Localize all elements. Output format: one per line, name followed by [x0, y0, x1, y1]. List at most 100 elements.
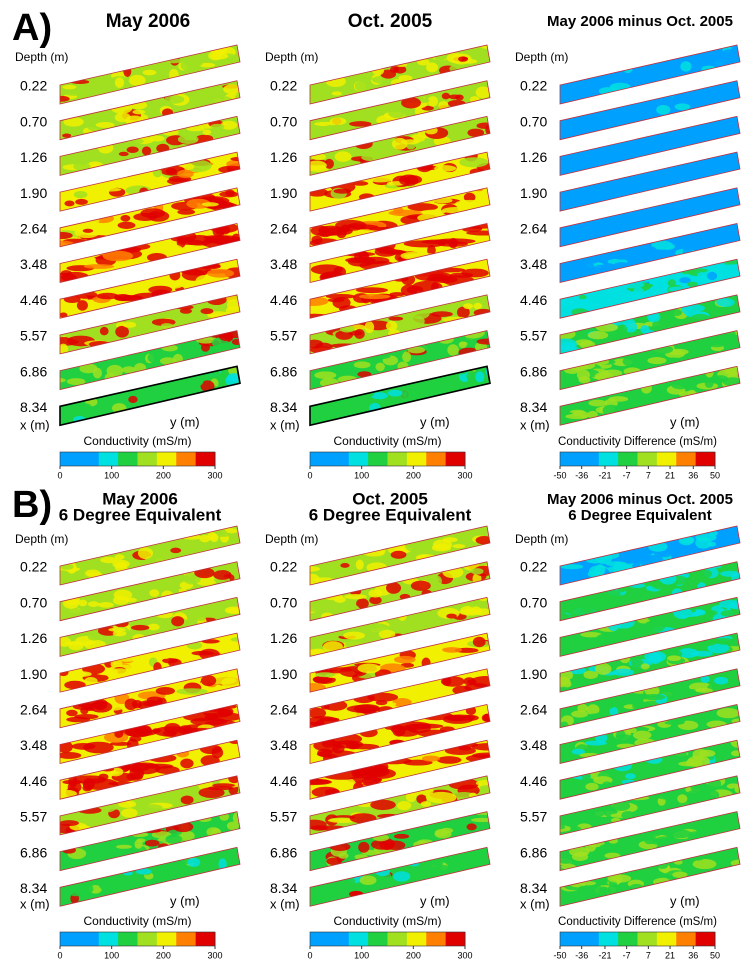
slice-blob — [402, 351, 412, 363]
slice-blob — [82, 228, 94, 233]
slice-blob — [463, 303, 474, 310]
slice-blob — [340, 563, 350, 568]
slice-blob — [467, 128, 485, 137]
slice-blob — [218, 165, 240, 174]
slice-blob — [569, 85, 578, 94]
slice-blob — [472, 856, 482, 864]
slice-blob — [370, 330, 380, 337]
slice-border — [59, 775, 241, 836]
slice-blob — [161, 654, 171, 659]
slice-blob — [79, 363, 98, 374]
slice-border — [59, 258, 241, 319]
slice-blob — [630, 658, 644, 669]
depth-label: 1.26 — [270, 149, 297, 165]
slice-blob — [60, 312, 68, 318]
x-axis-label: x (m) — [520, 417, 550, 432]
colorbar-frame — [59, 931, 216, 947]
slice-blob — [343, 631, 366, 640]
slice-blob — [114, 554, 125, 561]
depth-label: 6.86 — [270, 363, 297, 379]
slice-border — [309, 596, 491, 657]
slice-blob — [413, 616, 430, 621]
slice-blob — [334, 151, 352, 162]
slice-blob — [97, 601, 114, 608]
slice-blob — [668, 286, 690, 292]
colorbar-cell — [416, 932, 427, 946]
slice-blob — [476, 122, 490, 129]
depth-label: 8.34 — [20, 880, 47, 896]
slice-blob — [352, 181, 369, 186]
slice-blob — [364, 321, 375, 334]
slice-blob — [114, 112, 131, 123]
colorbar-cell — [147, 932, 158, 946]
slice-blob — [379, 838, 395, 851]
slice-blob — [405, 791, 417, 803]
slice-blob — [230, 156, 240, 162]
slice-blob — [584, 740, 607, 746]
slice-blob — [387, 702, 397, 707]
slice-blob — [598, 73, 610, 80]
slice-blob — [471, 817, 490, 823]
colorbar-tick-label: 0 — [57, 470, 62, 480]
slice-blob — [324, 158, 334, 169]
slice-blob — [234, 94, 240, 99]
colorbar-cell — [676, 452, 687, 466]
depth-label: 3.48 — [270, 256, 297, 272]
slice-border — [559, 775, 741, 836]
slice-blob — [458, 341, 467, 349]
colorbar-cell — [656, 932, 668, 946]
slice-blob — [180, 758, 194, 769]
y-axis-label: y (m) — [420, 893, 450, 908]
slice-border — [59, 846, 241, 907]
slice-blob — [340, 778, 356, 790]
slice-border — [309, 330, 491, 391]
slice-blob — [391, 137, 408, 150]
slice-blob — [213, 569, 232, 580]
slice-blob — [705, 820, 724, 830]
slice-blob — [92, 367, 102, 379]
slice-blob — [426, 62, 438, 73]
colorbar-tick-label: -7 — [623, 470, 631, 480]
depth-label: 2.64 — [520, 702, 547, 718]
slice-blob — [331, 91, 342, 96]
slice-blob — [446, 52, 463, 63]
slice-blob — [441, 92, 451, 100]
slice-blob — [209, 533, 219, 543]
depth-label: 0.70 — [20, 113, 47, 129]
colorbar-cell — [137, 932, 148, 946]
depth-label: 5.57 — [520, 809, 547, 825]
colorbar-cell — [618, 452, 629, 466]
slice-blob — [560, 721, 569, 728]
slice-blob — [213, 156, 227, 166]
slice-blob — [640, 325, 650, 334]
slice-blob — [619, 109, 634, 117]
colorbar-cell — [685, 932, 697, 946]
slice-blob — [475, 536, 490, 545]
slice-blob — [135, 171, 152, 181]
slice-blob — [347, 743, 380, 750]
slice-blob — [370, 392, 388, 400]
slice-border — [59, 525, 241, 586]
slice-blob — [112, 630, 127, 637]
slice-blob — [626, 842, 635, 854]
slice-blob — [349, 121, 372, 127]
colorbar-cell — [79, 452, 90, 466]
slice-blob — [586, 704, 600, 715]
slice-blob — [314, 371, 337, 380]
slice-blob — [587, 331, 609, 340]
slice-blob — [312, 675, 333, 684]
slice-blob — [200, 380, 215, 392]
slice-blob — [310, 296, 329, 307]
slice-blob — [126, 738, 139, 751]
slice-blob — [73, 162, 91, 171]
slice-blob — [64, 641, 85, 646]
slice-border — [309, 668, 491, 729]
slice-border — [309, 115, 491, 176]
slice-border — [559, 44, 741, 105]
colorbar-cell — [560, 452, 571, 466]
colorbar-cell — [339, 452, 350, 466]
slice-border — [59, 704, 241, 765]
slice-blob — [200, 675, 217, 687]
x-axis-label: x (m) — [270, 417, 300, 432]
colorbar-cell — [185, 452, 197, 466]
